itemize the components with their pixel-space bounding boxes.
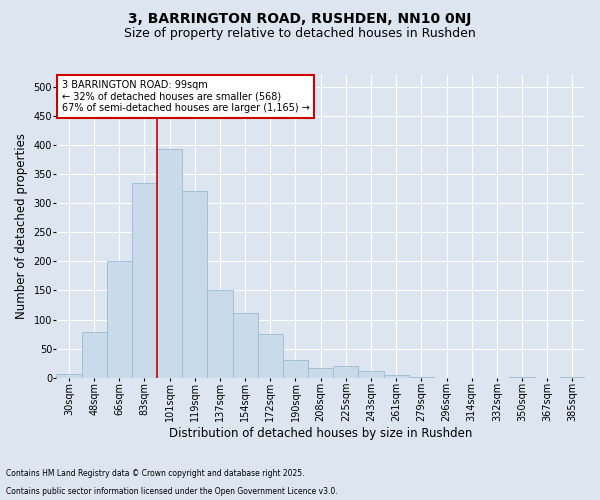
Y-axis label: Number of detached properties: Number of detached properties — [15, 134, 28, 320]
Bar — [157, 149, 182, 378]
Bar — [383, 375, 409, 378]
Bar — [208, 290, 233, 378]
Bar — [409, 376, 434, 378]
Bar — [107, 262, 132, 378]
Text: 3 BARRINGTON ROAD: 99sqm
← 32% of detached houses are smaller (568)
67% of semi-: 3 BARRINGTON ROAD: 99sqm ← 32% of detach… — [62, 80, 310, 112]
Bar — [233, 313, 258, 378]
Bar — [258, 334, 283, 378]
Bar — [56, 374, 82, 378]
Bar — [283, 360, 308, 378]
Text: 3, BARRINGTON ROAD, RUSHDEN, NN10 0NJ: 3, BARRINGTON ROAD, RUSHDEN, NN10 0NJ — [128, 12, 472, 26]
Bar — [308, 368, 333, 378]
Bar — [560, 376, 585, 378]
Bar — [333, 366, 358, 378]
Bar — [358, 371, 383, 378]
Bar — [509, 376, 535, 378]
Bar — [82, 332, 107, 378]
Bar — [132, 182, 157, 378]
X-axis label: Distribution of detached houses by size in Rushden: Distribution of detached houses by size … — [169, 427, 472, 440]
Bar — [182, 192, 208, 378]
Text: Contains HM Land Registry data © Crown copyright and database right 2025.: Contains HM Land Registry data © Crown c… — [6, 468, 305, 477]
Text: Contains public sector information licensed under the Open Government Licence v3: Contains public sector information licen… — [6, 487, 338, 496]
Text: Size of property relative to detached houses in Rushden: Size of property relative to detached ho… — [124, 28, 476, 40]
